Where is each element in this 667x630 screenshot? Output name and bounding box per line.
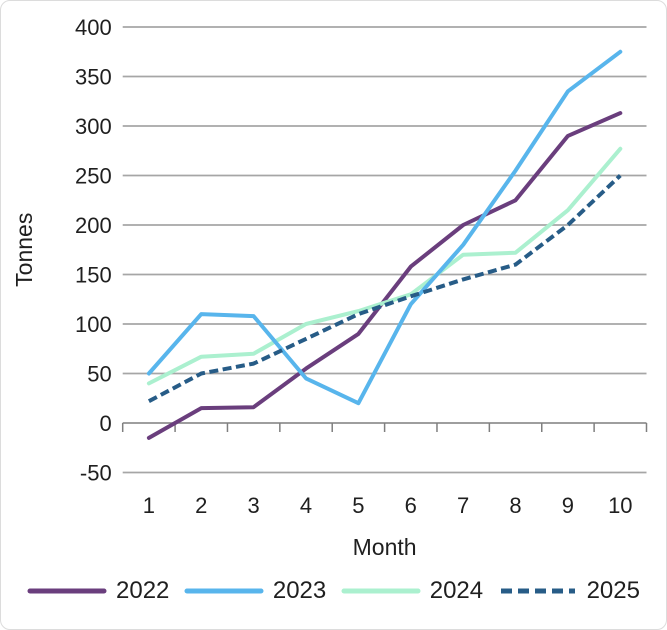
y-tick-label: -50 [80,461,112,486]
legend-item-2022: 2022 [27,579,169,603]
y-axis-title: Tonnes [11,213,37,287]
series-line-2024 [146,146,623,386]
legend-label: 2025 [586,577,640,604]
x-axis-title: Month [353,534,417,560]
x-tick-label: 5 [352,493,364,518]
legend-swatch-2025 [500,588,575,594]
y-tick-label: 0 [99,411,111,436]
x-tick-label: 6 [405,493,417,518]
x-tick-label: 8 [509,493,521,518]
legend-label: 2022 [116,577,170,604]
series-line-2022 [146,111,623,440]
x-tick-label: 10 [608,493,632,518]
legend-label: 2023 [272,577,327,604]
x-tick-label: 2 [195,493,207,518]
x-tick-label: 7 [457,493,469,518]
legend-swatch-2022 [27,588,107,594]
y-tick-label: 400 [75,15,112,40]
x-tick-label: 4 [300,493,312,518]
legend-swatch-2023 [184,588,264,594]
y-tick-label: 200 [75,213,112,238]
series-line-2023 [146,49,623,406]
y-tick-label: 250 [75,164,112,189]
legend-item-2025: 2025 [498,579,640,603]
legend-label: 2024 [429,577,484,604]
y-tick-label: 150 [75,263,112,288]
x-tick-label: 9 [562,493,574,518]
legend-swatch-2024 [341,588,421,594]
y-tick-label: 350 [75,65,112,90]
series-line-2025 [147,174,622,403]
x-tick-label: 1 [143,493,155,518]
y-tick-label: 300 [75,114,112,139]
legend-item-2024: 2024 [341,579,483,603]
line-chart: -50 0 50 100 150 200 250 300 350 400 1 2 3 4 5 6 7 8 9 10 Mo… [11,15,648,560]
y-tick-label: 50 [87,362,111,387]
chart-legend: 2022 2023 2024 2025 [1,579,666,603]
x-tick-label: 3 [248,493,260,518]
legend-item-2023: 2023 [184,579,326,603]
y-tick-label: 100 [75,312,112,337]
